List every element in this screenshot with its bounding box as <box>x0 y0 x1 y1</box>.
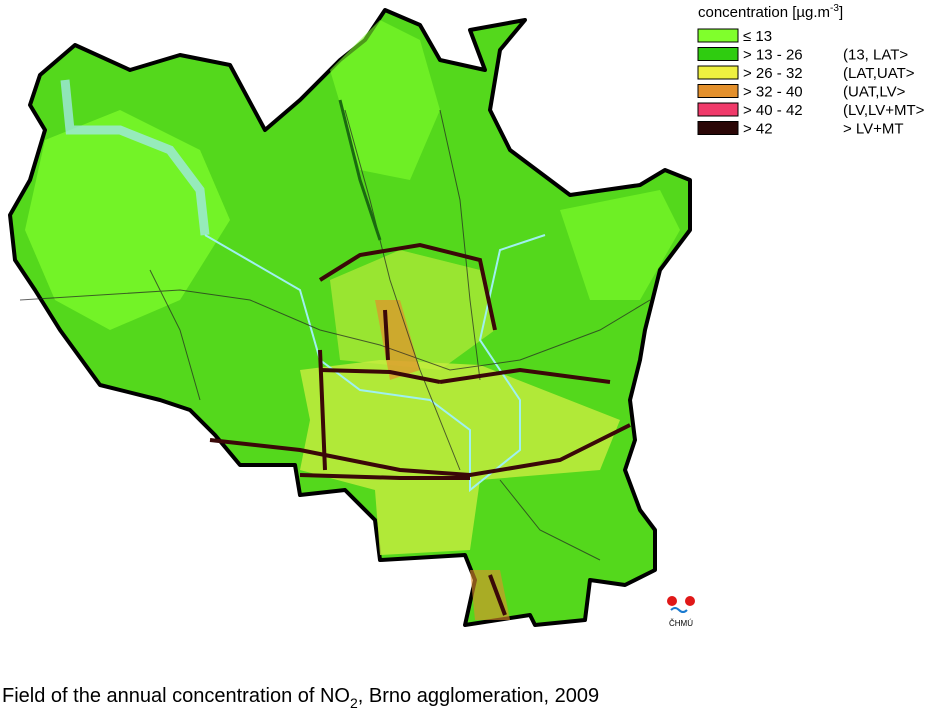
mid-zone <box>330 250 495 370</box>
legend-swatch <box>697 28 739 43</box>
legend-class: (13, LAT> <box>843 47 908 64</box>
main-roads <box>209 99 631 616</box>
caption-text: Field of the annual concentration of NO <box>2 685 350 707</box>
legend-title: concentration [µg.m-3] <box>698 3 843 21</box>
legend-swatch <box>697 65 739 80</box>
legend-title-text: ] <box>839 4 843 21</box>
caption-sub: 2 <box>350 695 358 711</box>
legend-class: (LAT,UAT> <box>843 65 915 82</box>
legend-swatch <box>697 102 739 117</box>
legend-title-text: concentration [µg.m <box>698 4 830 21</box>
caption-text: , Brno agglomeration, 2009 <box>358 685 599 707</box>
legend-range: > 42 <box>743 121 773 138</box>
logo: ČHMÚ <box>667 596 695 628</box>
roads <box>19 109 651 561</box>
legend-range: > 32 - 40 <box>743 84 803 101</box>
river <box>204 234 546 493</box>
legend-class: (LV,LV+MT> <box>843 102 925 119</box>
legend-class: > LV+MT <box>843 121 904 138</box>
high-zone <box>470 570 510 620</box>
legend-range: > 13 - 26 <box>743 47 803 64</box>
logo-dot <box>685 596 695 606</box>
logo-text: ČHMÚ <box>669 619 693 628</box>
legend-range: > 26 - 32 <box>743 65 803 82</box>
logo-dot <box>667 596 677 606</box>
legend-swatch <box>697 84 739 98</box>
legend-class: (UAT,LV> <box>843 84 906 101</box>
legend-title-sup: -3 <box>830 3 839 14</box>
light-zone <box>330 20 440 180</box>
caption: Field of the annual concentration of NO2… <box>2 685 599 711</box>
legend: ≤ 13 > 13 - 26 (13, LAT> > 26 - 32 (LAT,UAT>… <box>697 28 925 138</box>
legend-swatch <box>697 47 739 61</box>
legend-range: > 40 - 42 <box>743 102 803 119</box>
river <box>60 79 210 236</box>
logo-wave <box>670 607 688 613</box>
light-zone <box>560 190 680 300</box>
legend-swatch <box>697 121 739 135</box>
legend-range: ≤ 13 <box>743 28 772 45</box>
mid-zone <box>300 360 620 555</box>
map <box>8 8 692 627</box>
